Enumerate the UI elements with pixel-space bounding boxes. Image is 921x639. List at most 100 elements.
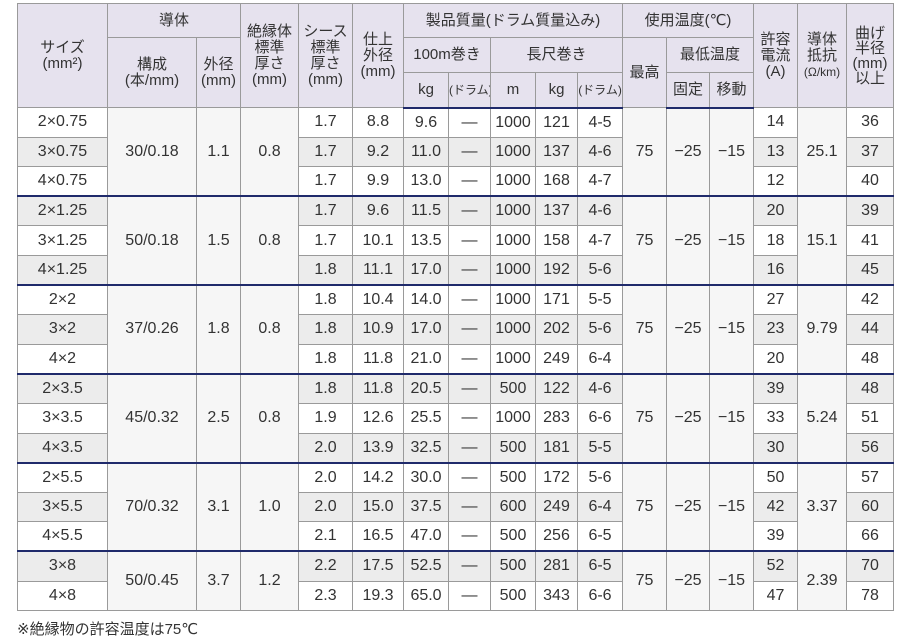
kg-cell: 121 bbox=[535, 107, 579, 138]
fixed-temp-cell: −25 bbox=[666, 195, 711, 286]
header-kg: kg bbox=[535, 72, 579, 109]
fixed-temp-cell: −25 bbox=[666, 550, 711, 612]
sheath-cell: 1.8 bbox=[298, 284, 354, 316]
current-cell: 39 bbox=[753, 372, 799, 404]
finish-od-cell: 11.8 bbox=[352, 343, 405, 375]
drum100-cell: — bbox=[448, 580, 492, 612]
kg100-cell: 14.0 bbox=[403, 284, 450, 316]
finish-od-cell: 11.1 bbox=[352, 254, 405, 286]
length-cell: 1000 bbox=[490, 343, 537, 375]
drum100-cell: — bbox=[448, 343, 492, 375]
drum100-cell: — bbox=[448, 166, 492, 197]
construction-cell: 70/0.32 bbox=[107, 461, 197, 552]
length-cell: 1000 bbox=[490, 166, 537, 197]
moving-temp-cell: −15 bbox=[709, 107, 755, 197]
kg100-cell: 65.0 bbox=[403, 580, 450, 612]
table-row: 2×0.75 30/0.18 1.1 0.8 1.7 8.8 9.6—1000 121 4-5 7… bbox=[17, 107, 895, 197]
construction-cell: 50/0.45 bbox=[107, 550, 197, 612]
finish-od-cell: 10.9 bbox=[352, 314, 405, 345]
finish-od-cell: 9.2 bbox=[352, 136, 405, 168]
sheath-cell: 1.7 bbox=[298, 225, 354, 256]
drum100-cell: — bbox=[448, 461, 492, 493]
kg100-cell: 20.5 bbox=[403, 372, 450, 404]
drum-cell: 4-5 bbox=[577, 107, 624, 138]
table-row: 2×1.25 50/0.18 1.5 0.8 1.7 9.6 11.5—1000 137 4-6… bbox=[17, 195, 895, 286]
conductor-od-cell: 3.7 bbox=[195, 550, 242, 612]
finish-od-cell: 8.8 bbox=[352, 107, 405, 138]
drum-cell: 4-6 bbox=[577, 372, 624, 404]
size-cell: 3×8 bbox=[17, 550, 108, 582]
header-insulation: 絶縁体 標準 厚さ (mm) bbox=[240, 3, 300, 108]
size-cell: 4×8 bbox=[17, 580, 108, 612]
bend-radius-cell: 41 bbox=[846, 225, 895, 256]
drum100-cell: — bbox=[448, 107, 492, 138]
sheath-cell: 1.7 bbox=[298, 136, 354, 168]
drum-cell: 6-4 bbox=[577, 491, 624, 523]
size-cell: 3×5.5 bbox=[17, 491, 108, 523]
length-cell: 600 bbox=[490, 491, 537, 523]
drum-cell: 5-6 bbox=[577, 254, 624, 286]
kg-cell: 256 bbox=[535, 521, 579, 552]
drum100-cell: — bbox=[448, 225, 492, 256]
table-row: 4×5.5 2.1 16.5 47.0—500 256 6-5 39 66 bbox=[17, 521, 895, 552]
bend-radius-cell: 40 bbox=[846, 166, 895, 197]
length-cell: 1000 bbox=[490, 107, 537, 138]
drum100-cell: — bbox=[448, 491, 492, 523]
kg-cell: 192 bbox=[535, 254, 579, 286]
resistance-cell: 2.39 bbox=[797, 550, 848, 612]
sheath-cell: 1.8 bbox=[298, 372, 354, 404]
kg-cell: 137 bbox=[535, 136, 579, 168]
max-temp-cell: 75 bbox=[622, 195, 668, 286]
header-sheath: シース 標準 厚さ (mm) bbox=[298, 3, 354, 108]
size-cell: 4×5.5 bbox=[17, 521, 108, 552]
drum-cell: 5-6 bbox=[577, 314, 624, 345]
header-long-roll: 長尺巻き bbox=[490, 37, 624, 73]
finish-od-cell: 12.6 bbox=[352, 402, 405, 434]
size-cell: 2×0.75 bbox=[17, 107, 108, 138]
kg-cell: 137 bbox=[535, 195, 579, 227]
kg-cell: 168 bbox=[535, 166, 579, 197]
size-cell: 2×5.5 bbox=[17, 461, 108, 493]
current-cell: 50 bbox=[753, 461, 799, 493]
header-drum: (ドラム) bbox=[577, 72, 624, 109]
insulation-cell: 0.8 bbox=[240, 284, 300, 375]
cable-spec-table: サイズ (mm²) 導体 絶縁体 標準 厚さ (mm) シース 標準 厚さ (mm) … bbox=[17, 3, 895, 612]
drum-cell: 6-6 bbox=[577, 580, 624, 612]
current-cell: 30 bbox=[753, 432, 799, 464]
header-min: 最低温度 bbox=[666, 37, 755, 73]
construction-cell: 45/0.32 bbox=[107, 372, 197, 464]
length-cell: 1000 bbox=[490, 136, 537, 168]
size-cell: 3×1.25 bbox=[17, 225, 108, 256]
current-cell: 27 bbox=[753, 284, 799, 316]
header-max: 最高 bbox=[622, 37, 668, 108]
kg100-cell: 11.0 bbox=[403, 136, 450, 168]
header-cond-od: 外径 (mm) bbox=[195, 37, 242, 108]
length-cell: 500 bbox=[490, 580, 537, 612]
finish-od-cell: 9.6 bbox=[352, 195, 405, 227]
table-row: 3×5.5 2.0 15.0 37.5—600 249 6-4 42 60 bbox=[17, 491, 895, 523]
drum100-cell: — bbox=[448, 314, 492, 345]
size-cell: 2×2 bbox=[17, 284, 108, 316]
drum-cell: 4-7 bbox=[577, 225, 624, 256]
sheath-cell: 2.0 bbox=[298, 461, 354, 493]
resistance-cell: 3.37 bbox=[797, 461, 848, 552]
length-cell: 1000 bbox=[490, 284, 537, 316]
moving-temp-cell: −15 bbox=[709, 372, 755, 464]
kg-cell: 283 bbox=[535, 402, 579, 434]
size-cell: 4×0.75 bbox=[17, 166, 108, 197]
bend-radius-cell: 37 bbox=[846, 136, 895, 168]
header-roll100: 100m巻き bbox=[403, 37, 492, 73]
drum-cell: 5-6 bbox=[577, 461, 624, 493]
drum-cell: 6-6 bbox=[577, 402, 624, 434]
max-temp-cell: 75 bbox=[622, 550, 668, 612]
kg-cell: 249 bbox=[535, 343, 579, 375]
max-temp-cell: 75 bbox=[622, 461, 668, 552]
bend-radius-cell: 39 bbox=[846, 195, 895, 227]
length-cell: 1000 bbox=[490, 195, 537, 227]
drum100-cell: — bbox=[448, 254, 492, 286]
bend-radius-cell: 57 bbox=[846, 461, 895, 493]
size-cell: 4×3.5 bbox=[17, 432, 108, 464]
conductor-od-cell: 1.5 bbox=[195, 195, 242, 286]
length-cell: 1000 bbox=[490, 402, 537, 434]
bend-radius-cell: 45 bbox=[846, 254, 895, 286]
